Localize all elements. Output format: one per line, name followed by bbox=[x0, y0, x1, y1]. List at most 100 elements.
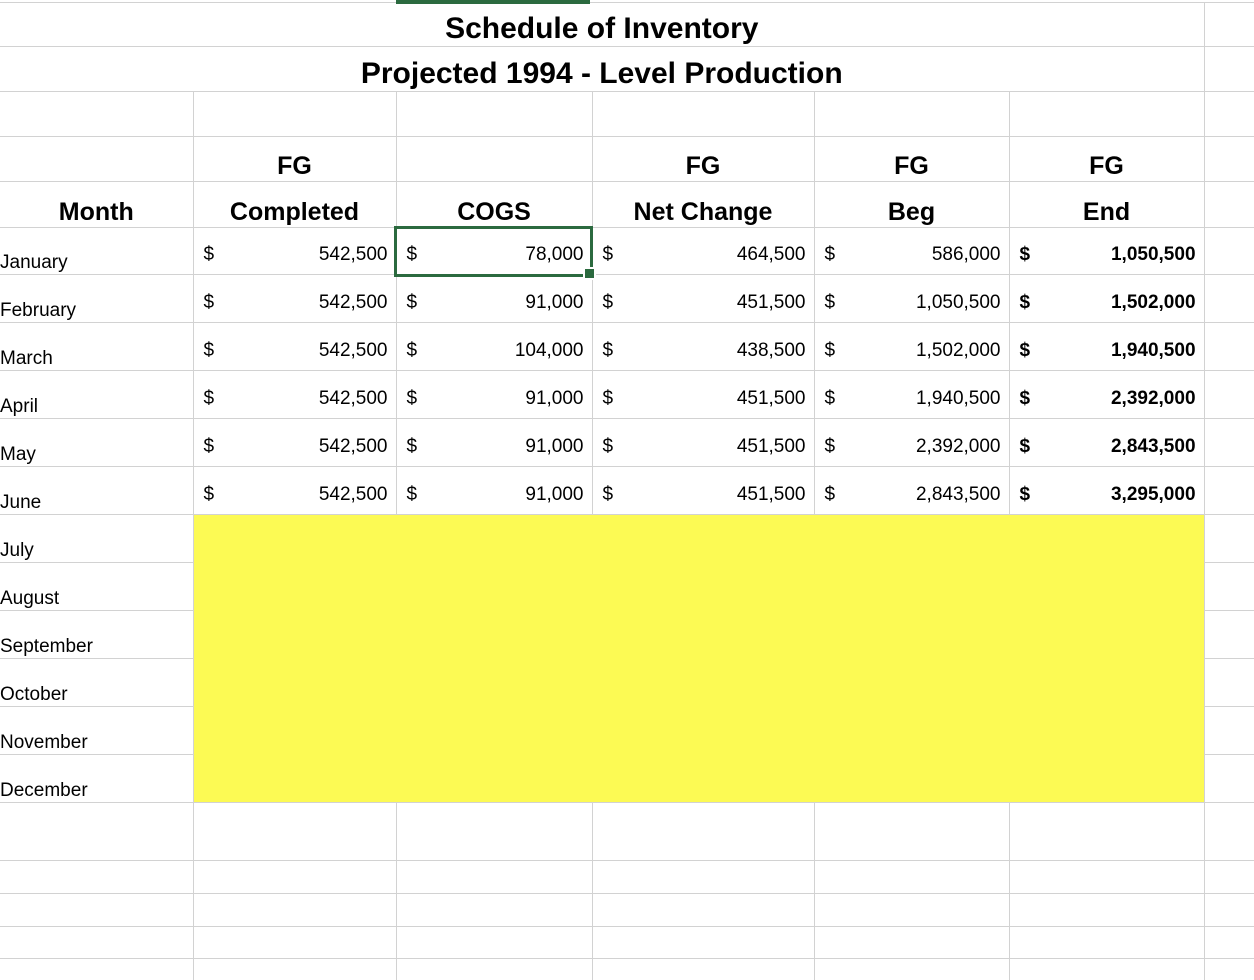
cell-cogs[interactable]: $91,000 bbox=[396, 466, 593, 515]
cell-month[interactable]: November bbox=[0, 706, 194, 755]
empty-cell[interactable] bbox=[1204, 466, 1254, 515]
cell-fg-net-change[interactable]: $464,500 bbox=[592, 227, 815, 275]
empty-cell[interactable] bbox=[1009, 893, 1205, 927]
empty-cell[interactable] bbox=[1204, 860, 1254, 894]
cell-fg-net-change[interactable]: $438,500 bbox=[592, 322, 815, 371]
cell-fg-end[interactable]: $1,502,000 bbox=[1009, 274, 1205, 323]
empty-cell[interactable] bbox=[1204, 562, 1254, 611]
empty-cell[interactable] bbox=[592, 958, 815, 980]
empty-cell[interactable] bbox=[1204, 136, 1254, 182]
empty-cell[interactable] bbox=[1204, 2, 1254, 47]
empty-cell[interactable] bbox=[396, 958, 593, 980]
cell-month[interactable]: March bbox=[0, 322, 194, 371]
cell-fg-end[interactable]: $2,392,000 bbox=[1009, 370, 1205, 419]
cell-fg-net-change[interactable]: $451,500 bbox=[592, 274, 815, 323]
empty-cell[interactable] bbox=[814, 860, 1010, 894]
header-cogs[interactable]: COGS bbox=[396, 181, 593, 228]
header-fg-end[interactable]: End bbox=[1009, 181, 1205, 228]
empty-cell[interactable] bbox=[1204, 706, 1254, 755]
fill-handle[interactable] bbox=[583, 267, 596, 280]
sheet-subtitle-cell[interactable]: Projected 1994 - Level Production bbox=[0, 46, 1205, 92]
cell-month[interactable]: May bbox=[0, 418, 194, 467]
empty-cell[interactable] bbox=[814, 926, 1010, 959]
empty-cell[interactable] bbox=[1009, 926, 1205, 959]
empty-cell[interactable] bbox=[1009, 802, 1205, 861]
cell-fg-beg[interactable]: $2,392,000 bbox=[814, 418, 1010, 467]
cell-month[interactable]: February bbox=[0, 274, 194, 323]
empty-cell[interactable] bbox=[396, 926, 593, 959]
empty-cell[interactable] bbox=[0, 860, 194, 894]
cell-fg-beg[interactable]: $2,843,500 bbox=[814, 466, 1010, 515]
empty-cell[interactable] bbox=[814, 958, 1010, 980]
cell-fg-net-change[interactable]: $451,500 bbox=[592, 370, 815, 419]
cell-fg-net-change[interactable]: $451,500 bbox=[592, 466, 815, 515]
empty-cell[interactable] bbox=[1204, 418, 1254, 467]
empty-cell[interactable] bbox=[1204, 274, 1254, 323]
cell-month[interactable]: April bbox=[0, 370, 194, 419]
cell-fg-net-change[interactable]: $451,500 bbox=[592, 418, 815, 467]
empty-cell[interactable] bbox=[396, 802, 593, 861]
empty-cell[interactable] bbox=[814, 91, 1010, 137]
cell-month[interactable]: September bbox=[0, 610, 194, 659]
empty-cell[interactable] bbox=[193, 91, 397, 137]
cell-cogs[interactable]: $91,000 bbox=[396, 370, 593, 419]
empty-cell[interactable] bbox=[1009, 860, 1205, 894]
empty-cell[interactable] bbox=[592, 893, 815, 927]
empty-cell[interactable] bbox=[0, 926, 194, 959]
cell-cogs[interactable]: $104,000 bbox=[396, 322, 593, 371]
empty-cell[interactable] bbox=[1204, 514, 1254, 563]
cell-cogs-selected[interactable]: $78,000 bbox=[396, 227, 593, 275]
cell-month[interactable]: October bbox=[0, 658, 194, 707]
header-fg-completed[interactable]: Completed bbox=[193, 181, 397, 228]
empty-cell[interactable] bbox=[1009, 91, 1205, 137]
empty-cell[interactable] bbox=[0, 136, 194, 182]
header-fg-net-change[interactable]: Net Change bbox=[592, 181, 815, 228]
cell-fg-completed[interactable]: $542,500 bbox=[193, 322, 397, 371]
empty-cell[interactable] bbox=[1204, 926, 1254, 959]
header-fg-beg-top[interactable]: FG bbox=[814, 136, 1010, 182]
empty-cell[interactable] bbox=[1009, 958, 1205, 980]
header-fg-end-top[interactable]: FG bbox=[1009, 136, 1205, 182]
empty-cell[interactable] bbox=[193, 926, 397, 959]
empty-cell[interactable] bbox=[1204, 322, 1254, 371]
header-fg-beg[interactable]: Beg bbox=[814, 181, 1010, 228]
header-month[interactable]: Month bbox=[0, 181, 194, 228]
empty-cell[interactable] bbox=[396, 91, 593, 137]
empty-cell[interactable] bbox=[814, 802, 1010, 861]
empty-cell[interactable] bbox=[592, 926, 815, 959]
cell-fg-end[interactable]: $1,050,500 bbox=[1009, 227, 1205, 275]
header-cogs-top[interactable] bbox=[396, 136, 593, 182]
cell-fg-completed[interactable]: $542,500 bbox=[193, 274, 397, 323]
cell-cogs[interactable]: $91,000 bbox=[396, 274, 593, 323]
empty-cell[interactable] bbox=[0, 802, 194, 861]
empty-cell[interactable] bbox=[193, 860, 397, 894]
cell-fg-end[interactable]: $2,843,500 bbox=[1009, 418, 1205, 467]
empty-cell[interactable] bbox=[1204, 893, 1254, 927]
cell-month[interactable]: December bbox=[0, 754, 194, 803]
empty-cell[interactable] bbox=[592, 91, 815, 137]
cell-fg-completed[interactable]: $542,500 bbox=[193, 466, 397, 515]
empty-cell[interactable] bbox=[0, 91, 194, 137]
cell-fg-beg[interactable]: $1,050,500 bbox=[814, 274, 1010, 323]
empty-cell[interactable] bbox=[0, 893, 194, 927]
sheet-title-cell[interactable]: Schedule of Inventory bbox=[0, 2, 1205, 47]
cell-month[interactable]: June bbox=[0, 466, 194, 515]
cell-fg-beg[interactable]: $586,000 bbox=[814, 227, 1010, 275]
cell-cogs[interactable]: $91,000 bbox=[396, 418, 593, 467]
empty-cell[interactable] bbox=[1204, 958, 1254, 980]
empty-cell[interactable] bbox=[193, 893, 397, 927]
empty-cell[interactable] bbox=[814, 893, 1010, 927]
cell-month[interactable]: July bbox=[0, 514, 194, 563]
cell-fg-completed[interactable]: $542,500 bbox=[193, 370, 397, 419]
empty-cell[interactable] bbox=[592, 860, 815, 894]
empty-cell[interactable] bbox=[1204, 91, 1254, 137]
empty-cell[interactable] bbox=[396, 860, 593, 894]
empty-cell[interactable] bbox=[1204, 658, 1254, 707]
header-fg-net-change-top[interactable]: FG bbox=[592, 136, 815, 182]
cell-fg-end[interactable]: $1,940,500 bbox=[1009, 322, 1205, 371]
cell-month[interactable]: January bbox=[0, 227, 194, 275]
empty-cell[interactable] bbox=[1204, 227, 1254, 275]
empty-cell[interactable] bbox=[1204, 370, 1254, 419]
cell-fg-completed[interactable]: $542,500 bbox=[193, 418, 397, 467]
empty-cell[interactable] bbox=[193, 802, 397, 861]
